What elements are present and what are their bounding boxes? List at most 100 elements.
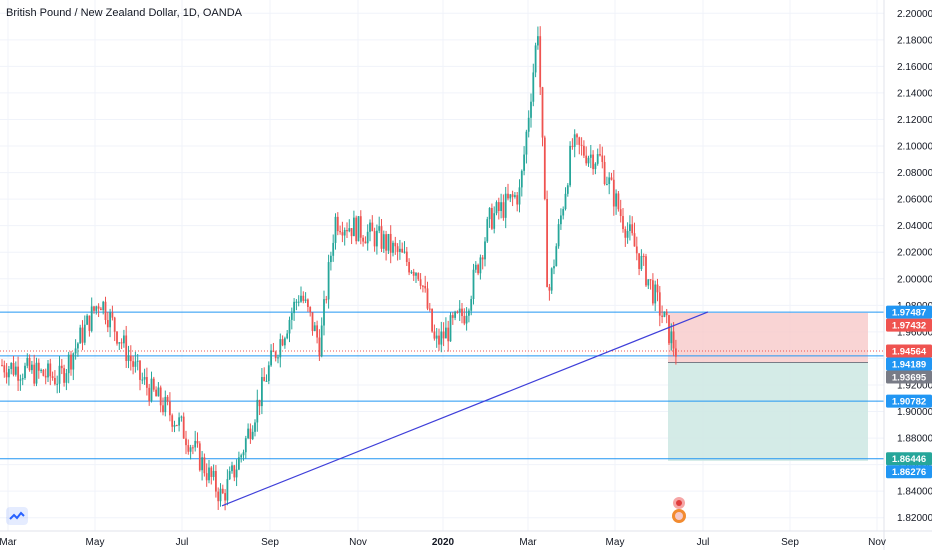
y-tick-label: 2.16000 — [897, 62, 932, 73]
candle-body — [8, 369, 10, 378]
candle-body — [235, 469, 238, 478]
price-tags: 1.97487 1.97432 1.94564 1.94189 1.93695 1.907… — [886, 305, 932, 479]
candle-body — [640, 255, 643, 269]
candle-body — [231, 465, 233, 472]
candle-body — [341, 232, 344, 236]
candle-body — [362, 237, 364, 242]
candle-body — [49, 363, 52, 377]
candle-body — [100, 308, 102, 311]
candle-body — [24, 365, 26, 379]
price-tag-label: 1.93695 — [892, 372, 927, 383]
candle-body — [493, 213, 496, 229]
candle-body — [26, 357, 29, 366]
candle-body — [394, 242, 397, 247]
candle-body — [417, 273, 420, 280]
candle-body — [606, 184, 608, 186]
candle-body — [95, 306, 98, 311]
candle-body — [215, 470, 217, 492]
y-tick-label: 2.18000 — [897, 35, 932, 46]
tradingview-logo-icon[interactable] — [6, 507, 28, 525]
y-tick-label: 2.20000 — [897, 9, 932, 20]
candle-body — [194, 440, 197, 448]
candle-body — [332, 242, 335, 256]
candle-body — [396, 246, 399, 252]
candle-body — [307, 299, 309, 307]
candle-body — [509, 194, 512, 199]
y-tick-label: 2.02000 — [897, 248, 932, 259]
candle-body — [527, 117, 530, 132]
price-tag-label: 1.86446 — [892, 454, 926, 465]
candle-body — [21, 378, 24, 380]
candle-body — [339, 231, 341, 233]
candle-body — [573, 134, 576, 147]
candle-body — [12, 362, 15, 375]
event-flag-icon[interactable] — [672, 509, 686, 523]
candle-body — [182, 416, 185, 439]
candle-body — [484, 241, 486, 260]
candle-body — [336, 216, 339, 232]
candle-body — [366, 231, 369, 244]
candle-body — [125, 335, 128, 361]
trendline[interactable] — [221, 311, 709, 507]
x-tick-label: Jul — [176, 537, 189, 548]
candle-body — [635, 246, 638, 254]
candle-body — [401, 248, 404, 253]
candle-body — [300, 295, 302, 302]
candle-body — [399, 248, 401, 252]
stop-loss-zone[interactable] — [668, 312, 868, 363]
candle-body — [642, 255, 645, 257]
candle-body — [592, 154, 594, 170]
candle-body — [619, 209, 622, 217]
candle-body — [325, 299, 328, 301]
candle-body — [88, 315, 91, 331]
candle-body — [357, 216, 360, 242]
price-tag — [886, 305, 932, 319]
candle-body — [74, 348, 77, 354]
price-tag — [886, 465, 932, 479]
chart-title: British Pound / New Zealand Dollar, 1D, … — [6, 7, 243, 19]
candle-body — [118, 342, 121, 344]
take-profit-zone[interactable] — [668, 362, 868, 461]
candle-body — [175, 425, 178, 427]
candle-body — [123, 335, 125, 344]
candle-body — [346, 230, 348, 232]
candle-body — [433, 331, 436, 339]
candle-body — [212, 470, 215, 477]
candle-body — [228, 471, 231, 480]
trendline[interactable] — [221, 311, 709, 507]
candle-body — [645, 256, 647, 286]
candle-body — [277, 357, 279, 359]
candle-body — [585, 155, 588, 164]
candle-body — [233, 465, 236, 478]
time-axis[interactable]: Mar May Jul Sep Nov 2020 Mar May Jul Sep Nov — [0, 537, 886, 548]
candle-body — [387, 233, 390, 251]
candle-body — [83, 324, 86, 343]
candle-body — [196, 440, 199, 444]
candle-body — [10, 362, 13, 370]
candle-body — [86, 315, 88, 325]
price-axis[interactable]: 1.820001.840001.860001.880001.900001.920… — [897, 9, 932, 524]
candle-body — [295, 301, 298, 303]
candle-body — [410, 271, 413, 273]
candle-body — [274, 351, 277, 358]
candle-body — [415, 273, 417, 276]
candle-body — [431, 308, 433, 332]
candle-body — [318, 337, 321, 357]
candle-body — [155, 389, 157, 397]
candle-body — [244, 438, 247, 453]
event-flag-icon[interactable] — [673, 497, 685, 509]
candle-body — [470, 299, 473, 311]
candle-body — [270, 350, 272, 366]
candle-body — [518, 187, 521, 205]
candle-body — [198, 443, 201, 471]
candle-body — [537, 36, 539, 46]
price-tag — [886, 370, 932, 384]
candles — [1, 26, 677, 511]
candle-body — [481, 257, 484, 260]
candle-body — [576, 134, 578, 138]
candle-body — [132, 361, 134, 367]
candle-body — [150, 378, 153, 401]
candle-body — [54, 377, 56, 385]
candle-body — [14, 366, 17, 375]
